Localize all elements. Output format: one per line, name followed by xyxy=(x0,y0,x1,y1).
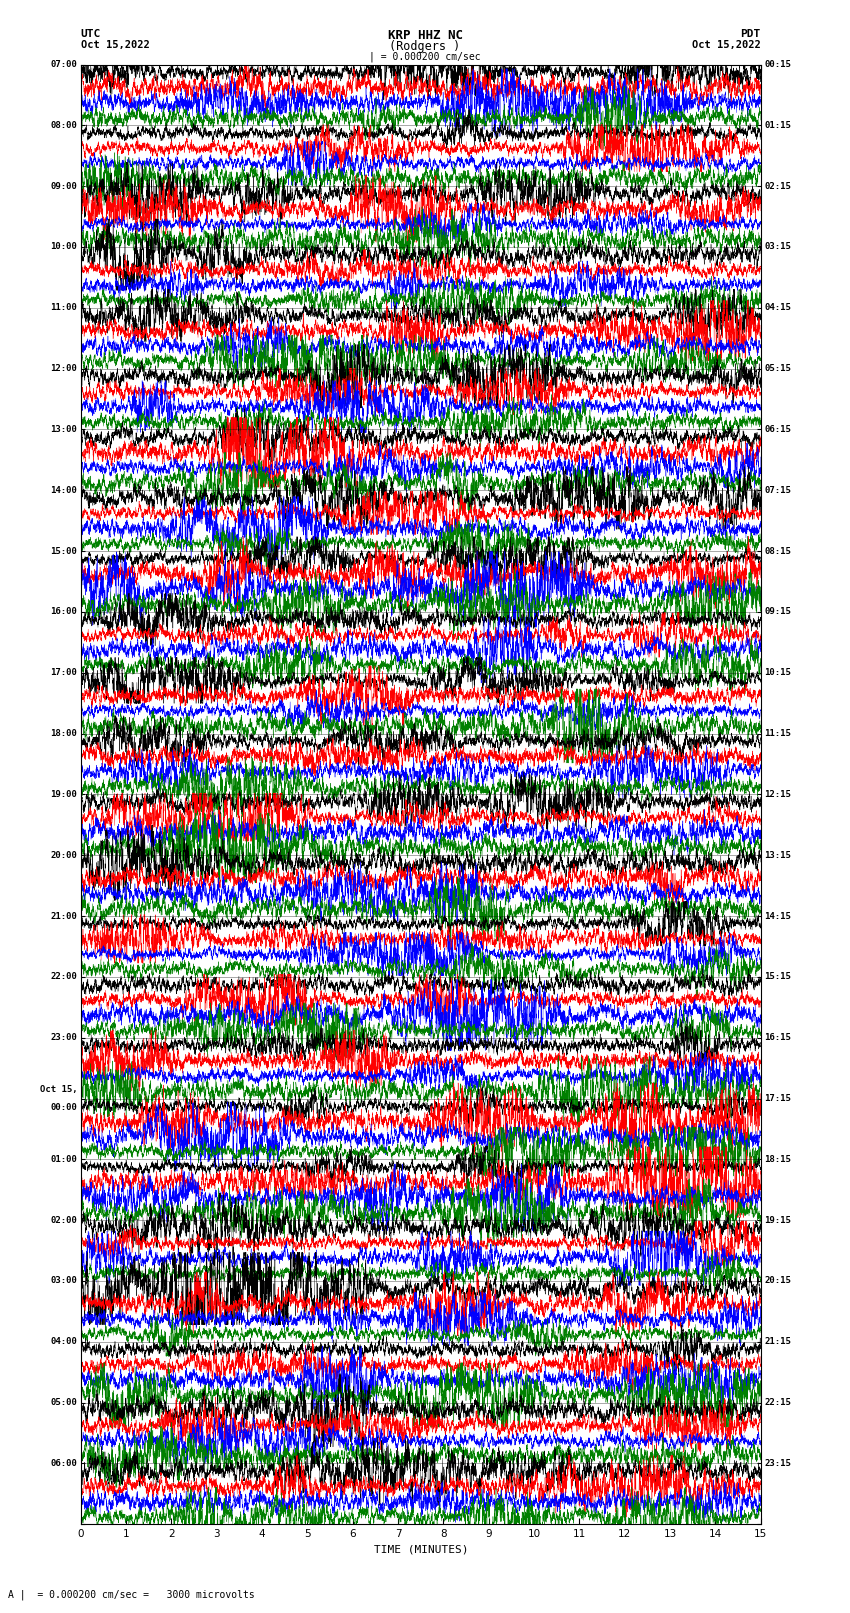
Text: 20:00: 20:00 xyxy=(50,850,77,860)
Text: 16:00: 16:00 xyxy=(50,608,77,616)
Text: 08:00: 08:00 xyxy=(50,121,77,129)
Text: 13:00: 13:00 xyxy=(50,424,77,434)
Text: 14:15: 14:15 xyxy=(764,911,791,921)
Text: 09:00: 09:00 xyxy=(50,182,77,190)
Text: 05:00: 05:00 xyxy=(50,1398,77,1407)
Text: 21:00: 21:00 xyxy=(50,911,77,921)
Text: 02:00: 02:00 xyxy=(50,1216,77,1224)
Text: 09:15: 09:15 xyxy=(764,608,791,616)
Text: 03:00: 03:00 xyxy=(50,1276,77,1286)
Text: 06:00: 06:00 xyxy=(50,1460,77,1468)
Text: 18:15: 18:15 xyxy=(764,1155,791,1165)
Text: 20:15: 20:15 xyxy=(764,1276,791,1286)
Text: 15:15: 15:15 xyxy=(764,973,791,981)
Text: A |  = 0.000200 cm/sec =   3000 microvolts: A | = 0.000200 cm/sec = 3000 microvolts xyxy=(8,1589,255,1600)
Text: 11:15: 11:15 xyxy=(764,729,791,739)
Text: 01:15: 01:15 xyxy=(764,121,791,129)
Text: 19:15: 19:15 xyxy=(764,1216,791,1224)
Text: 07:15: 07:15 xyxy=(764,486,791,495)
Text: 15:00: 15:00 xyxy=(50,547,77,555)
Text: Oct 15,: Oct 15, xyxy=(40,1086,77,1094)
Text: 05:15: 05:15 xyxy=(764,365,791,373)
Text: 03:15: 03:15 xyxy=(764,242,791,252)
Text: | = 0.000200 cm/sec: | = 0.000200 cm/sec xyxy=(369,52,481,63)
Text: 12:00: 12:00 xyxy=(50,365,77,373)
Text: 23:00: 23:00 xyxy=(50,1034,77,1042)
Text: 11:00: 11:00 xyxy=(50,303,77,313)
Text: Oct 15,2022: Oct 15,2022 xyxy=(692,40,761,50)
Text: 04:15: 04:15 xyxy=(764,303,791,313)
Text: 04:00: 04:00 xyxy=(50,1337,77,1347)
Text: 07:00: 07:00 xyxy=(50,60,77,69)
Text: 23:15: 23:15 xyxy=(764,1460,791,1468)
Text: 16:15: 16:15 xyxy=(764,1034,791,1042)
Text: 00:15: 00:15 xyxy=(764,60,791,69)
Text: 19:00: 19:00 xyxy=(50,790,77,798)
Text: 17:00: 17:00 xyxy=(50,668,77,677)
Text: 14:00: 14:00 xyxy=(50,486,77,495)
Text: 22:15: 22:15 xyxy=(764,1398,791,1407)
Text: KRP HHZ NC: KRP HHZ NC xyxy=(388,29,462,42)
Text: 01:00: 01:00 xyxy=(50,1155,77,1165)
X-axis label: TIME (MINUTES): TIME (MINUTES) xyxy=(373,1545,468,1555)
Text: 10:15: 10:15 xyxy=(764,668,791,677)
Text: 13:15: 13:15 xyxy=(764,850,791,860)
Text: 21:15: 21:15 xyxy=(764,1337,791,1347)
Text: 17:15: 17:15 xyxy=(764,1094,791,1103)
Text: 02:15: 02:15 xyxy=(764,182,791,190)
Text: 10:00: 10:00 xyxy=(50,242,77,252)
Text: 12:15: 12:15 xyxy=(764,790,791,798)
Text: 18:00: 18:00 xyxy=(50,729,77,739)
Text: (Rodgers ): (Rodgers ) xyxy=(389,40,461,53)
Text: UTC: UTC xyxy=(81,29,101,39)
Text: 06:15: 06:15 xyxy=(764,424,791,434)
Text: 22:00: 22:00 xyxy=(50,973,77,981)
Text: 00:00: 00:00 xyxy=(50,1103,77,1111)
Text: 08:15: 08:15 xyxy=(764,547,791,555)
Text: PDT: PDT xyxy=(740,29,761,39)
Text: Oct 15,2022: Oct 15,2022 xyxy=(81,40,150,50)
